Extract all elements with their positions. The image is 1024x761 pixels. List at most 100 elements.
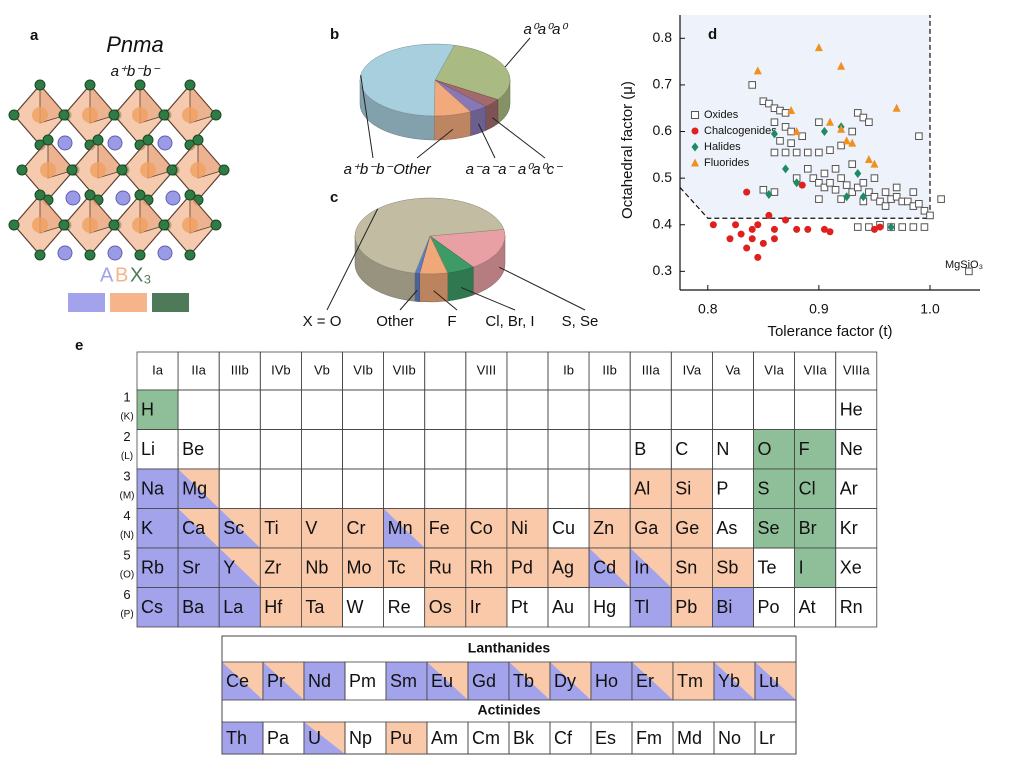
x-atom <box>184 79 196 91</box>
point <box>748 81 757 89</box>
b-atom <box>190 162 206 178</box>
x-atom <box>134 249 146 261</box>
cell-fill <box>589 548 631 588</box>
x-atom <box>166 164 178 176</box>
element-symbol: Ar <box>840 479 858 499</box>
point <box>776 137 784 145</box>
leader-line <box>360 75 374 159</box>
element-symbol: He <box>840 400 863 420</box>
element-symbol: Np <box>349 728 372 748</box>
element-symbol: Cl <box>799 479 816 499</box>
element-symbol: Pd <box>511 558 533 578</box>
legend-marker <box>691 158 699 167</box>
stable-region <box>680 15 930 219</box>
element-symbol: Li <box>141 439 155 459</box>
pie-side <box>414 272 420 302</box>
element-symbol: V <box>305 518 317 538</box>
cell-fill <box>219 587 261 627</box>
group-label: VIIb <box>393 362 416 377</box>
cell-fill <box>383 508 425 548</box>
element-symbol: In <box>634 558 649 578</box>
point <box>815 178 823 187</box>
a-atom <box>165 190 181 206</box>
point <box>848 188 857 196</box>
cell-fill <box>424 548 466 588</box>
crystal-structure <box>8 79 230 261</box>
point <box>926 211 934 220</box>
legend-marker <box>691 127 699 135</box>
tilt-notation: a⁺b⁻b⁻ <box>111 63 161 80</box>
cell-fill <box>424 587 466 627</box>
x-atom <box>184 249 196 261</box>
element-symbol: Ce <box>226 671 249 691</box>
point <box>915 132 923 140</box>
leader-line <box>433 290 458 311</box>
group-label: IIIb <box>231 362 249 377</box>
point <box>859 113 868 122</box>
a-atom <box>57 135 73 151</box>
element-symbol: Hf <box>264 597 283 617</box>
element-symbol: Fm <box>636 728 662 748</box>
cell <box>754 721 797 755</box>
x-atom <box>158 219 170 231</box>
point <box>820 183 829 192</box>
leader-line <box>460 286 516 311</box>
slice-label: X = O <box>303 313 342 330</box>
b-atom <box>140 162 156 178</box>
space-group: Pnma <box>106 32 163 57</box>
shell-label: (P) <box>120 609 133 620</box>
element-symbol: Zr <box>264 558 281 578</box>
period-number: 4 <box>123 508 130 523</box>
point <box>892 183 901 192</box>
element-symbol: Es <box>595 728 616 748</box>
point <box>793 225 801 233</box>
element-symbol: Ge <box>675 518 699 538</box>
cell-fill <box>301 548 343 588</box>
x-atom <box>108 109 120 121</box>
element-symbol: S <box>758 479 770 499</box>
legend-marker <box>691 111 699 119</box>
x-atom <box>192 134 204 146</box>
point <box>865 188 873 196</box>
legend-label: Oxides <box>704 109 739 121</box>
point <box>876 197 884 206</box>
cell-fill <box>753 429 795 469</box>
x-atom <box>158 109 170 121</box>
cell-fill <box>260 587 302 627</box>
element-symbol: Am <box>431 728 458 748</box>
point <box>915 199 923 208</box>
element-symbol: Ti <box>264 518 278 538</box>
cell-fill <box>671 587 713 627</box>
cell-fill <box>506 548 548 588</box>
element-symbol: Ag <box>552 558 574 578</box>
cell-fill <box>630 587 672 627</box>
point <box>853 183 862 192</box>
group-label: IVa <box>683 362 702 377</box>
point <box>870 174 879 182</box>
legend-label: Chalcogenides <box>704 125 777 137</box>
y-tick-label: 0.3 <box>653 262 673 278</box>
period-number: 1 <box>123 389 130 404</box>
cell-fill <box>342 508 384 548</box>
element-symbol: Se <box>758 518 780 538</box>
element-symbol: Lr <box>759 728 775 748</box>
b-atom <box>132 217 148 233</box>
group-label: Vb <box>314 362 330 377</box>
x-atom <box>42 134 54 146</box>
cell-fill <box>550 662 591 700</box>
point <box>765 211 773 219</box>
element-symbol: Ba <box>182 597 205 617</box>
cell-fill <box>712 587 754 627</box>
point <box>848 160 857 168</box>
cell-fill <box>465 587 507 627</box>
site-swatch <box>110 293 147 312</box>
point <box>803 165 812 173</box>
panel-label: d <box>708 26 717 43</box>
annotation: MgSiO₃ <box>945 259 983 271</box>
point <box>803 148 812 157</box>
point <box>820 169 829 178</box>
element-symbol: Fe <box>429 518 450 538</box>
period-number: 3 <box>123 468 130 483</box>
cell-fill <box>465 548 507 588</box>
element-symbol: Tl <box>634 597 649 617</box>
